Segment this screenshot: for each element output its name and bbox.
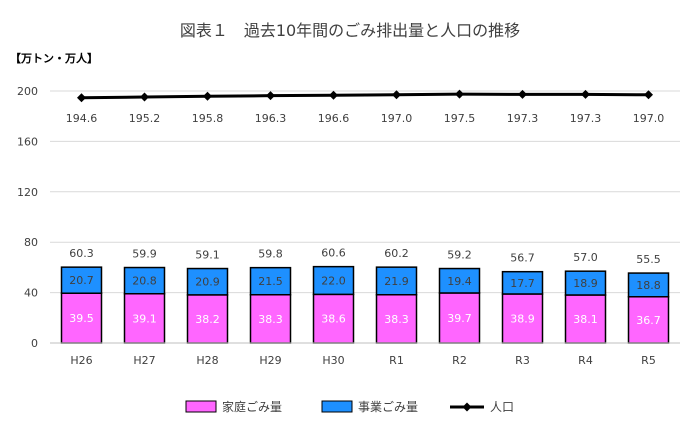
household-value-label: 36.7 <box>636 314 661 327</box>
household-value-label: 39.7 <box>447 312 472 325</box>
total-value-label: 56.7 <box>510 252 535 265</box>
legend-swatch-household <box>185 400 217 413</box>
household-value-label: 39.5 <box>69 312 94 325</box>
household-value-label: 38.3 <box>258 313 283 326</box>
bar-household <box>123 292 166 344</box>
x-tick-label: H29 <box>259 354 281 367</box>
population-point <box>140 92 149 102</box>
population-value-label: 196.6 <box>318 112 350 125</box>
household-value-label: 38.2 <box>195 313 220 326</box>
y-tick-label: 120 <box>17 186 38 199</box>
total-value-label: 60.2 <box>384 247 409 260</box>
business-value-label: 22.0 <box>321 275 346 288</box>
population-line: 194.6 195.2 195.8 196.3 196.6 197.0 197.5 197.3… <box>66 89 665 125</box>
bar-business <box>564 270 607 296</box>
bar-business <box>627 272 670 298</box>
business-value-label: 20.7 <box>69 274 94 287</box>
legend: 家庭ごみ量 事業ごみ量 人口 <box>185 399 514 414</box>
legend-label-household: 家庭ごみ量 <box>222 399 282 414</box>
y-tick-label: 80 <box>24 236 38 249</box>
legend-marker-population <box>462 402 472 412</box>
x-tick-label: H30 <box>322 354 344 367</box>
x-tick-label: R4 <box>578 354 593 367</box>
x-tick-label: R3 <box>515 354 530 367</box>
x-tick-label: R2 <box>452 354 467 367</box>
total-value-label: 55.5 <box>636 253 661 266</box>
unit-label: 【万トン・万人】 <box>10 51 98 65</box>
population-value-label: 197.3 <box>570 112 602 125</box>
business-value-label: 18.8 <box>636 279 661 292</box>
business-value-label: 19.4 <box>447 275 472 288</box>
x-tick-label: H26 <box>70 354 92 367</box>
population-point <box>266 91 275 101</box>
business-value-label: 18.9 <box>573 277 598 290</box>
population-value-label: 197.5 <box>444 112 476 125</box>
business-value-label: 21.5 <box>258 275 283 288</box>
bars: 39.5 20.7 60.3 39.1 20.8 59.9 38.2 20.9 59.1 38.3… <box>60 247 670 344</box>
legend-swatch-business <box>321 400 353 413</box>
y-tick-label: 200 <box>17 85 38 98</box>
population-value-label: 194.6 <box>66 112 98 125</box>
x-tick-label: H27 <box>133 354 155 367</box>
bar-business <box>123 266 166 295</box>
business-value-label: 20.8 <box>132 275 157 288</box>
business-value-label: 17.7 <box>510 277 535 290</box>
population-value-label: 197.0 <box>633 112 665 125</box>
total-value-label: 59.1 <box>195 249 220 262</box>
total-value-label: 59.9 <box>132 248 157 261</box>
population-value-label: 195.8 <box>192 112 224 125</box>
household-value-label: 38.9 <box>510 312 535 325</box>
bar-business <box>438 267 481 294</box>
population-value-label: 196.3 <box>255 112 287 125</box>
y-tick-label: 160 <box>17 135 38 148</box>
legend-label-business: 事業ごみ量 <box>358 399 418 414</box>
population-value-label: 197.3 <box>507 112 539 125</box>
population-point <box>644 90 653 100</box>
bar-household <box>501 293 544 344</box>
x-tick-label: R1 <box>389 354 404 367</box>
x-tick-label: R5 <box>641 354 656 367</box>
x-tick-label: H28 <box>196 354 218 367</box>
business-value-label: 20.9 <box>195 276 220 289</box>
bar-business <box>60 266 103 294</box>
total-value-label: 59.8 <box>258 248 283 261</box>
y-tick-label: 40 <box>24 287 38 300</box>
population-value-label: 195.2 <box>129 112 161 125</box>
total-value-label: 59.2 <box>447 249 472 262</box>
bar-business <box>249 266 292 296</box>
household-value-label: 38.3 <box>384 313 409 326</box>
total-value-label: 60.6 <box>321 247 346 260</box>
population-point <box>329 90 338 100</box>
population-series-line <box>81 92 649 100</box>
bar-household <box>627 296 670 344</box>
y-axis: 0 40 80 120 160 200 <box>17 85 38 350</box>
population-point <box>203 91 212 101</box>
population-point <box>581 89 590 99</box>
household-value-label: 39.1 <box>132 312 157 325</box>
total-value-label: 60.3 <box>69 247 94 260</box>
population-point <box>455 89 464 99</box>
population-point <box>518 89 527 99</box>
bar-business <box>312 265 355 296</box>
household-value-label: 38.1 <box>573 313 598 326</box>
y-tick-label: 0 <box>31 337 38 350</box>
population-point <box>77 93 86 103</box>
bar-household <box>249 293 292 344</box>
total-value-label: 57.0 <box>573 251 598 264</box>
population-point <box>392 90 401 100</box>
legend-label-population: 人口 <box>490 400 514 414</box>
chart-title: 図表１ 過去10年間のごみ排出量と人口の推移 <box>180 21 520 40</box>
bar-business <box>186 267 229 296</box>
x-axis: H26 H27 H28 H29 H30 R1 R2 R3 R4 R5 <box>50 342 680 367</box>
bar-business <box>501 270 544 295</box>
household-value-label: 38.6 <box>321 313 346 326</box>
bar-household <box>186 294 229 344</box>
business-value-label: 21.9 <box>384 275 409 288</box>
bar-household <box>438 292 481 344</box>
bar-business <box>375 266 418 296</box>
population-value-label: 197.0 <box>381 112 413 125</box>
